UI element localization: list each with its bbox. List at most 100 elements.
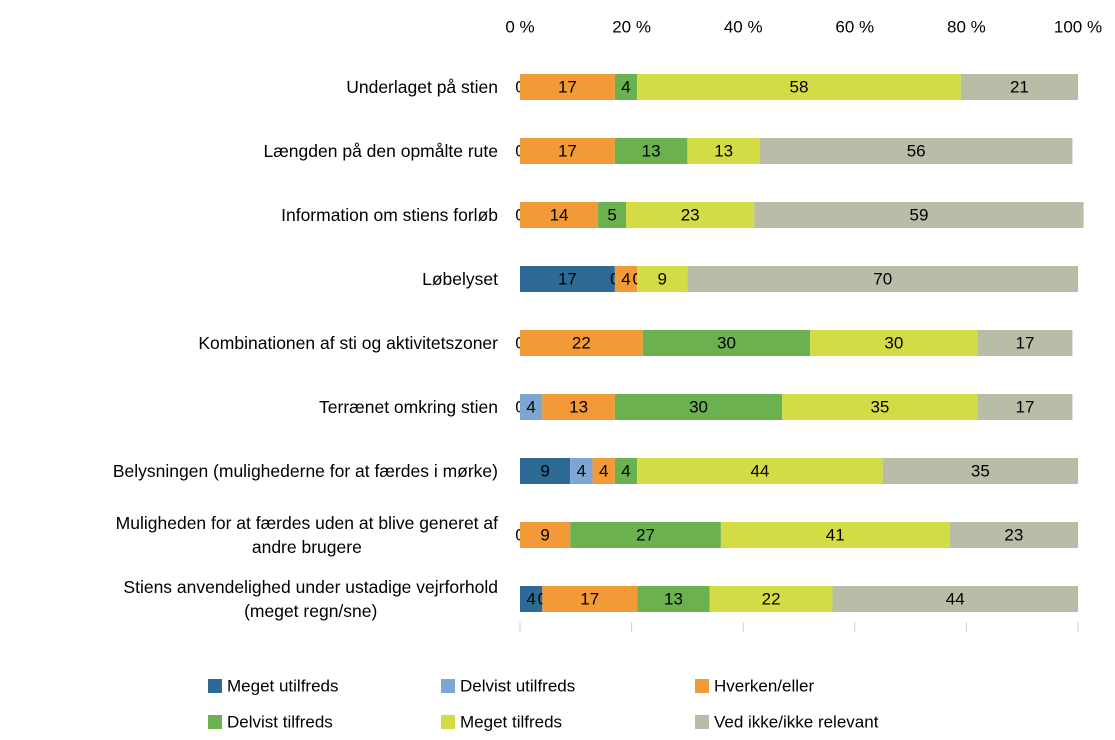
legend-swatch xyxy=(441,679,455,693)
legend-swatch xyxy=(208,715,222,729)
bar-segment xyxy=(542,394,615,420)
legend-swatch xyxy=(695,679,709,693)
bar-segment xyxy=(614,394,783,420)
x-tick-label: 100 % xyxy=(1054,17,1102,36)
category-label: Længden på den opmålte rute xyxy=(263,141,498,161)
data-label: 9 xyxy=(658,269,667,288)
data-label: 58 xyxy=(790,77,809,96)
legend-label: Meget tilfreds xyxy=(460,712,562,731)
bar-segment xyxy=(810,330,978,356)
legend-swatch xyxy=(208,679,222,693)
data-label: 30 xyxy=(689,397,708,416)
bar-segment xyxy=(782,394,978,420)
data-label: 9 xyxy=(540,525,549,544)
bar-segment xyxy=(520,74,615,100)
data-label: 17 xyxy=(558,141,577,160)
bar-segment xyxy=(520,394,543,420)
bar-segment xyxy=(570,522,721,548)
data-label: 41 xyxy=(826,525,845,544)
bar-segment xyxy=(520,330,643,356)
bar-segment xyxy=(570,458,593,484)
bar-segment xyxy=(977,330,1073,356)
legend-label: Meget utilfreds xyxy=(227,676,339,695)
data-label: 4 xyxy=(599,461,608,480)
x-tick-label: 40 % xyxy=(724,17,763,36)
bar-segment xyxy=(598,202,627,228)
bar-segment xyxy=(687,266,1078,292)
bar-segment xyxy=(637,458,883,484)
legend-swatch xyxy=(441,715,455,729)
data-label: 35 xyxy=(870,397,889,416)
bar-segment xyxy=(592,458,615,484)
bar-segment xyxy=(520,458,571,484)
data-label: 23 xyxy=(1004,525,1023,544)
data-label: 4 xyxy=(526,589,535,608)
data-label: 27 xyxy=(636,525,655,544)
bar-segment xyxy=(520,138,615,164)
legend-label: Ved ikke/ikke relevant xyxy=(714,712,879,731)
data-label: 4 xyxy=(621,461,630,480)
bar-segment xyxy=(832,586,1078,612)
category-label: Muligheden for at færdes uden at blive g… xyxy=(115,513,498,557)
data-label: 22 xyxy=(762,589,781,608)
data-label: 13 xyxy=(569,397,588,416)
data-label: 13 xyxy=(642,141,661,160)
x-tick-label: 60 % xyxy=(835,17,874,36)
data-label: 5 xyxy=(607,205,616,224)
data-label: 9 xyxy=(540,461,549,480)
category-label: Terrænet omkring stien xyxy=(319,397,498,417)
category-label: Kombinationen af sti og aktivitetszoner xyxy=(198,333,498,353)
bar-segment xyxy=(614,74,638,100)
bar-segment xyxy=(949,522,1078,548)
data-label: 17 xyxy=(1016,333,1035,352)
data-label: 35 xyxy=(971,461,990,480)
data-label: 56 xyxy=(907,141,926,160)
legend-label: Delvist tilfreds xyxy=(227,712,333,731)
bar-segment xyxy=(614,138,688,164)
bar-segment xyxy=(542,586,638,612)
bar-segment xyxy=(759,138,1073,164)
data-label: 17 xyxy=(558,77,577,96)
bar-segment xyxy=(637,74,961,100)
bar-segment xyxy=(754,202,1084,228)
data-label: 17 xyxy=(1016,397,1035,416)
bar-segment xyxy=(720,522,950,548)
data-label: 70 xyxy=(873,269,892,288)
bar-segment xyxy=(977,394,1073,420)
bar-segment xyxy=(520,266,615,292)
data-label: 17 xyxy=(558,269,577,288)
bar-segment xyxy=(637,266,688,292)
legend-label: Hverken/eller xyxy=(714,676,814,695)
bar-segment xyxy=(614,458,638,484)
bar-segment xyxy=(520,522,571,548)
data-label: 17 xyxy=(580,589,599,608)
bar-segment xyxy=(642,330,811,356)
bar-segment xyxy=(520,586,543,612)
legend-swatch xyxy=(695,715,709,729)
category-label: Stiens anvendelighed under ustadige vejr… xyxy=(123,577,498,621)
data-label: 13 xyxy=(664,589,683,608)
data-label: 4 xyxy=(577,461,586,480)
bar-segment xyxy=(520,202,599,228)
bar-segment xyxy=(882,458,1078,484)
category-label: Underlaget på stien xyxy=(346,77,498,97)
x-tick-label: 80 % xyxy=(947,17,986,36)
data-label: 22 xyxy=(572,333,591,352)
data-label: 4 xyxy=(526,397,535,416)
data-label: 59 xyxy=(910,205,929,224)
data-label: 13 xyxy=(714,141,733,160)
category-label: Løbelyset xyxy=(422,269,498,289)
category-label: Belysningen (mulighederne for at færdes … xyxy=(112,461,498,481)
x-tick-label: 0 % xyxy=(505,17,534,36)
category-label: Information om stiens forløb xyxy=(281,205,498,225)
bar-segment xyxy=(637,586,710,612)
bar-segment xyxy=(960,74,1078,100)
data-label: 44 xyxy=(946,589,965,608)
legend-label: Delvist utilfreds xyxy=(460,676,575,695)
data-label: 30 xyxy=(717,333,736,352)
x-tick-label: 20 % xyxy=(612,17,651,36)
bar-segment xyxy=(687,138,760,164)
data-label: 14 xyxy=(550,205,569,224)
bar-segment xyxy=(626,202,755,228)
